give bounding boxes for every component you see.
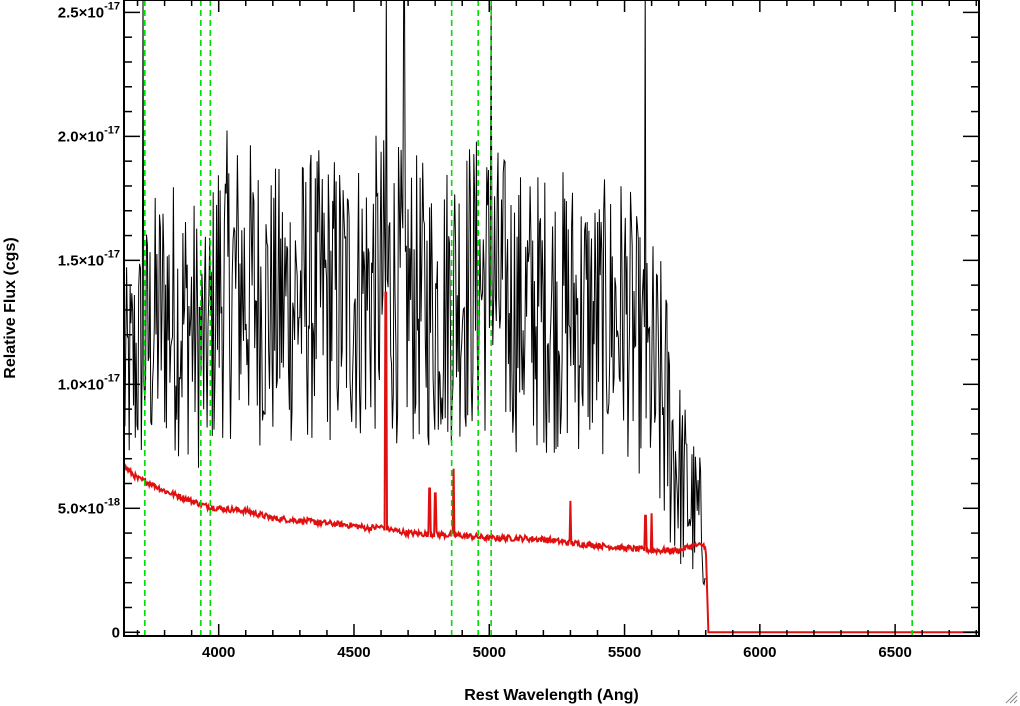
plot-frame [123, 0, 980, 637]
y-tick-label: 1.5×10-17 [58, 248, 120, 269]
x-tick-label: 5500 [608, 644, 641, 661]
x-tick-label: 5000 [473, 644, 506, 661]
y-tick-label: 2.5×10-17 [58, 0, 120, 21]
x-tick-label: 6000 [743, 644, 776, 661]
x-axis-title: Rest Wavelength (Ang) [464, 687, 639, 704]
observed-spectrum-series [124, 0, 706, 587]
x-tick-label: 4500 [337, 644, 370, 661]
x-tick-label: 6500 [878, 644, 911, 661]
x-axis: 4000 4500 5000 5500 6000 6500 [136, 0, 978, 661]
y-tick-label: 5.0×10-18 [58, 496, 120, 517]
y-axis: 0 5.0×10-18 1.0×10-17 1.5×10-17 2.0×10-17 2.5… [58, 0, 979, 641]
y-tick-label: 2.0×10-17 [58, 124, 120, 145]
resize-grip-icon[interactable] [1004, 690, 1018, 704]
model-spectrum-series [124, 291, 979, 634]
line-markers [144, 0, 913, 636]
x-tick-label: 4000 [202, 644, 235, 661]
y-axis-title: Relative Flux (cgs) [2, 237, 19, 378]
y-tick-label: 0 [112, 624, 120, 641]
model-spectrum-line [124, 291, 979, 634]
observed-spectrum-line [124, 0, 706, 587]
y-tick-label: 1.0×10-17 [58, 372, 120, 393]
